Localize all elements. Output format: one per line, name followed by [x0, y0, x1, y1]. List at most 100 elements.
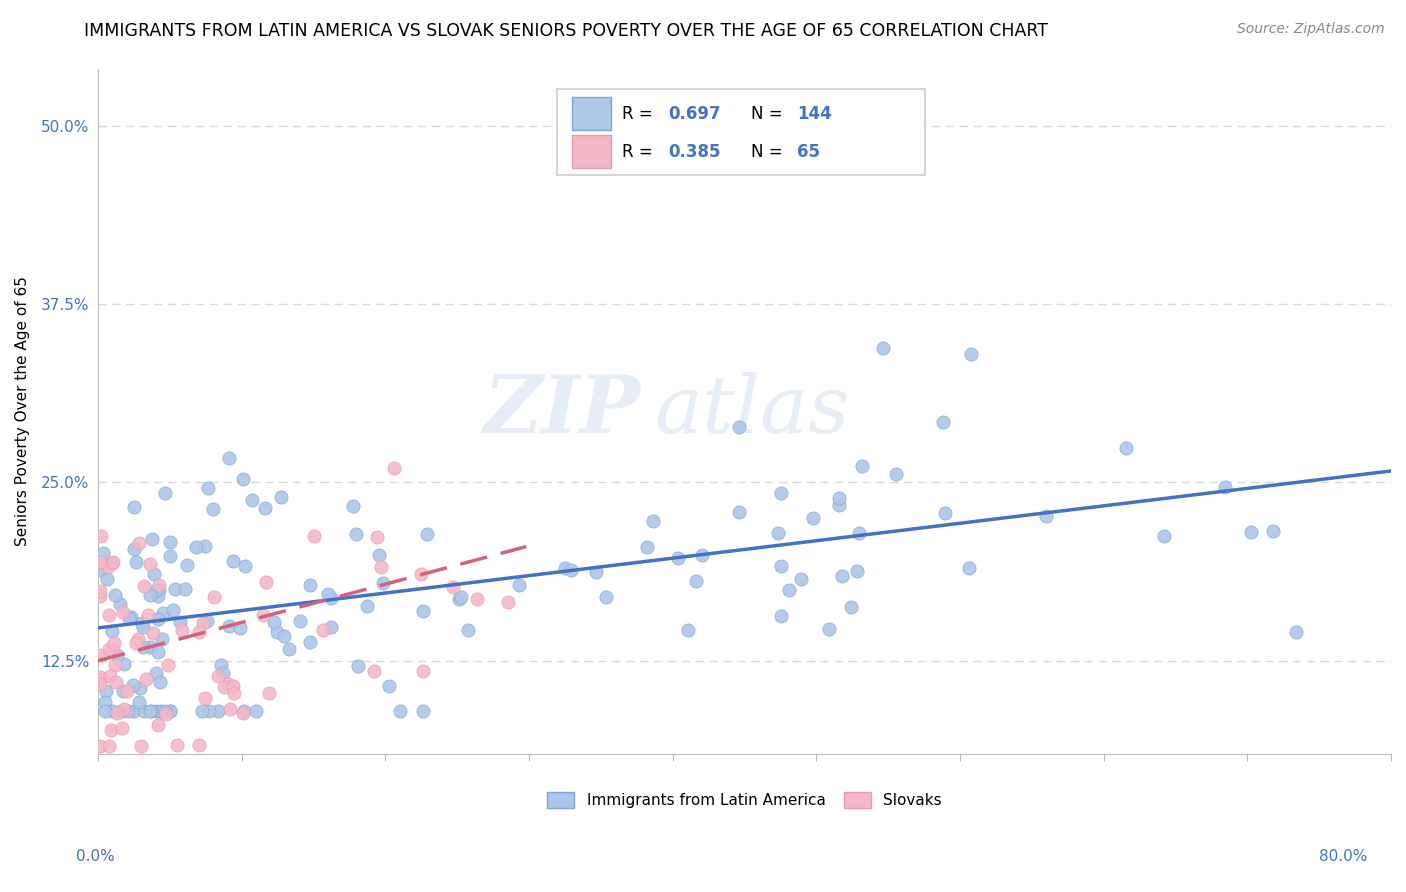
Text: R =: R = [621, 105, 658, 123]
Point [218, 619, 240, 633]
Point [145, 582, 167, 597]
Point [122, 500, 145, 514]
Point [165, 582, 187, 596]
Point [90, 529, 112, 543]
Point [191, 615, 214, 630]
Point [159, 704, 181, 718]
Point [122, 541, 145, 556]
Point [166, 738, 188, 752]
Point [1115, 441, 1137, 455]
Point [1153, 529, 1175, 543]
Point [302, 528, 325, 542]
Point [728, 420, 751, 434]
Point [412, 604, 434, 618]
Point [270, 490, 292, 504]
Text: 80.0%: 80.0% [1319, 849, 1367, 863]
Point [253, 501, 276, 516]
Point [207, 704, 229, 718]
Point [766, 526, 789, 541]
Point [98, 669, 121, 683]
Point [233, 704, 256, 718]
Point [368, 548, 391, 562]
Point [931, 415, 953, 429]
Point [209, 658, 232, 673]
Point [194, 691, 217, 706]
Point [96, 572, 118, 586]
Point [212, 680, 235, 694]
Point [886, 467, 908, 482]
Point [467, 592, 489, 607]
Point [224, 686, 246, 700]
Point [103, 636, 125, 650]
Point [1261, 524, 1284, 538]
Point [202, 502, 225, 516]
Point [202, 591, 225, 605]
Point [817, 622, 839, 636]
Point [316, 587, 339, 601]
Point [554, 561, 576, 575]
Point [636, 540, 658, 554]
Text: 144: 144 [797, 105, 832, 123]
Point [595, 590, 617, 604]
Point [146, 590, 169, 604]
Point [120, 609, 142, 624]
Point [1213, 480, 1236, 494]
Point [89, 583, 111, 598]
Point [839, 599, 862, 614]
Point [685, 574, 707, 588]
Point [135, 672, 157, 686]
Point [104, 674, 127, 689]
Point [152, 632, 174, 646]
Point [169, 615, 191, 630]
Point [409, 566, 432, 581]
Point [125, 636, 148, 650]
Point [142, 626, 165, 640]
Point [245, 704, 267, 718]
Point [319, 620, 342, 634]
Point [89, 589, 111, 603]
Point [132, 620, 155, 634]
Point [233, 559, 256, 574]
Point [412, 704, 434, 718]
Legend: Immigrants from Latin America, Slovaks: Immigrants from Latin America, Slovaks [541, 786, 948, 814]
Point [342, 500, 364, 514]
Point [101, 643, 124, 657]
Point [778, 583, 800, 598]
Point [155, 706, 177, 721]
Point [104, 657, 127, 672]
Point [174, 582, 197, 597]
Point [560, 562, 582, 576]
FancyBboxPatch shape [572, 135, 612, 168]
Point [138, 557, 160, 571]
Text: 0.697: 0.697 [668, 105, 721, 123]
Point [91, 546, 114, 560]
Point [129, 739, 152, 754]
Point [148, 612, 170, 626]
Point [447, 591, 470, 606]
Point [851, 458, 873, 473]
Point [89, 556, 111, 570]
Point [346, 658, 368, 673]
Point [162, 602, 184, 616]
Point [97, 560, 120, 574]
Point [666, 551, 689, 566]
Point [101, 704, 124, 718]
Point [727, 505, 749, 519]
Point [273, 629, 295, 643]
Point [97, 642, 120, 657]
Point [263, 615, 285, 629]
Point [103, 555, 125, 569]
Point [111, 605, 134, 619]
Point [959, 347, 981, 361]
Text: N =: N = [751, 143, 787, 161]
Point [112, 657, 135, 672]
Point [232, 472, 254, 486]
Point [132, 579, 155, 593]
Point [117, 704, 139, 718]
Point [170, 624, 193, 638]
Point [89, 676, 111, 690]
Y-axis label: Seniors Poverty Over the Age of 65: Seniors Poverty Over the Age of 65 [15, 277, 30, 546]
Point [159, 549, 181, 563]
Point [132, 640, 155, 654]
Point [89, 739, 111, 754]
